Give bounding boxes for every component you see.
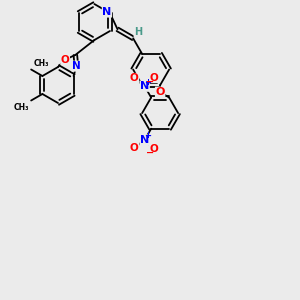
Text: O: O [155, 87, 165, 97]
Text: N: N [140, 135, 149, 145]
Text: O: O [130, 74, 139, 83]
Text: O: O [149, 144, 158, 154]
Text: CH₃: CH₃ [33, 58, 49, 68]
Text: O: O [61, 55, 70, 64]
Text: +: + [144, 131, 151, 140]
Text: CH₃: CH₃ [14, 103, 29, 112]
Text: H: H [134, 27, 142, 37]
Text: −: − [146, 148, 154, 158]
Text: O: O [130, 143, 139, 153]
Text: N: N [72, 61, 81, 71]
Text: O: O [149, 73, 158, 83]
Text: N: N [140, 81, 149, 91]
Text: N: N [102, 7, 112, 17]
Text: −: − [146, 77, 154, 87]
Text: +: + [144, 78, 151, 87]
